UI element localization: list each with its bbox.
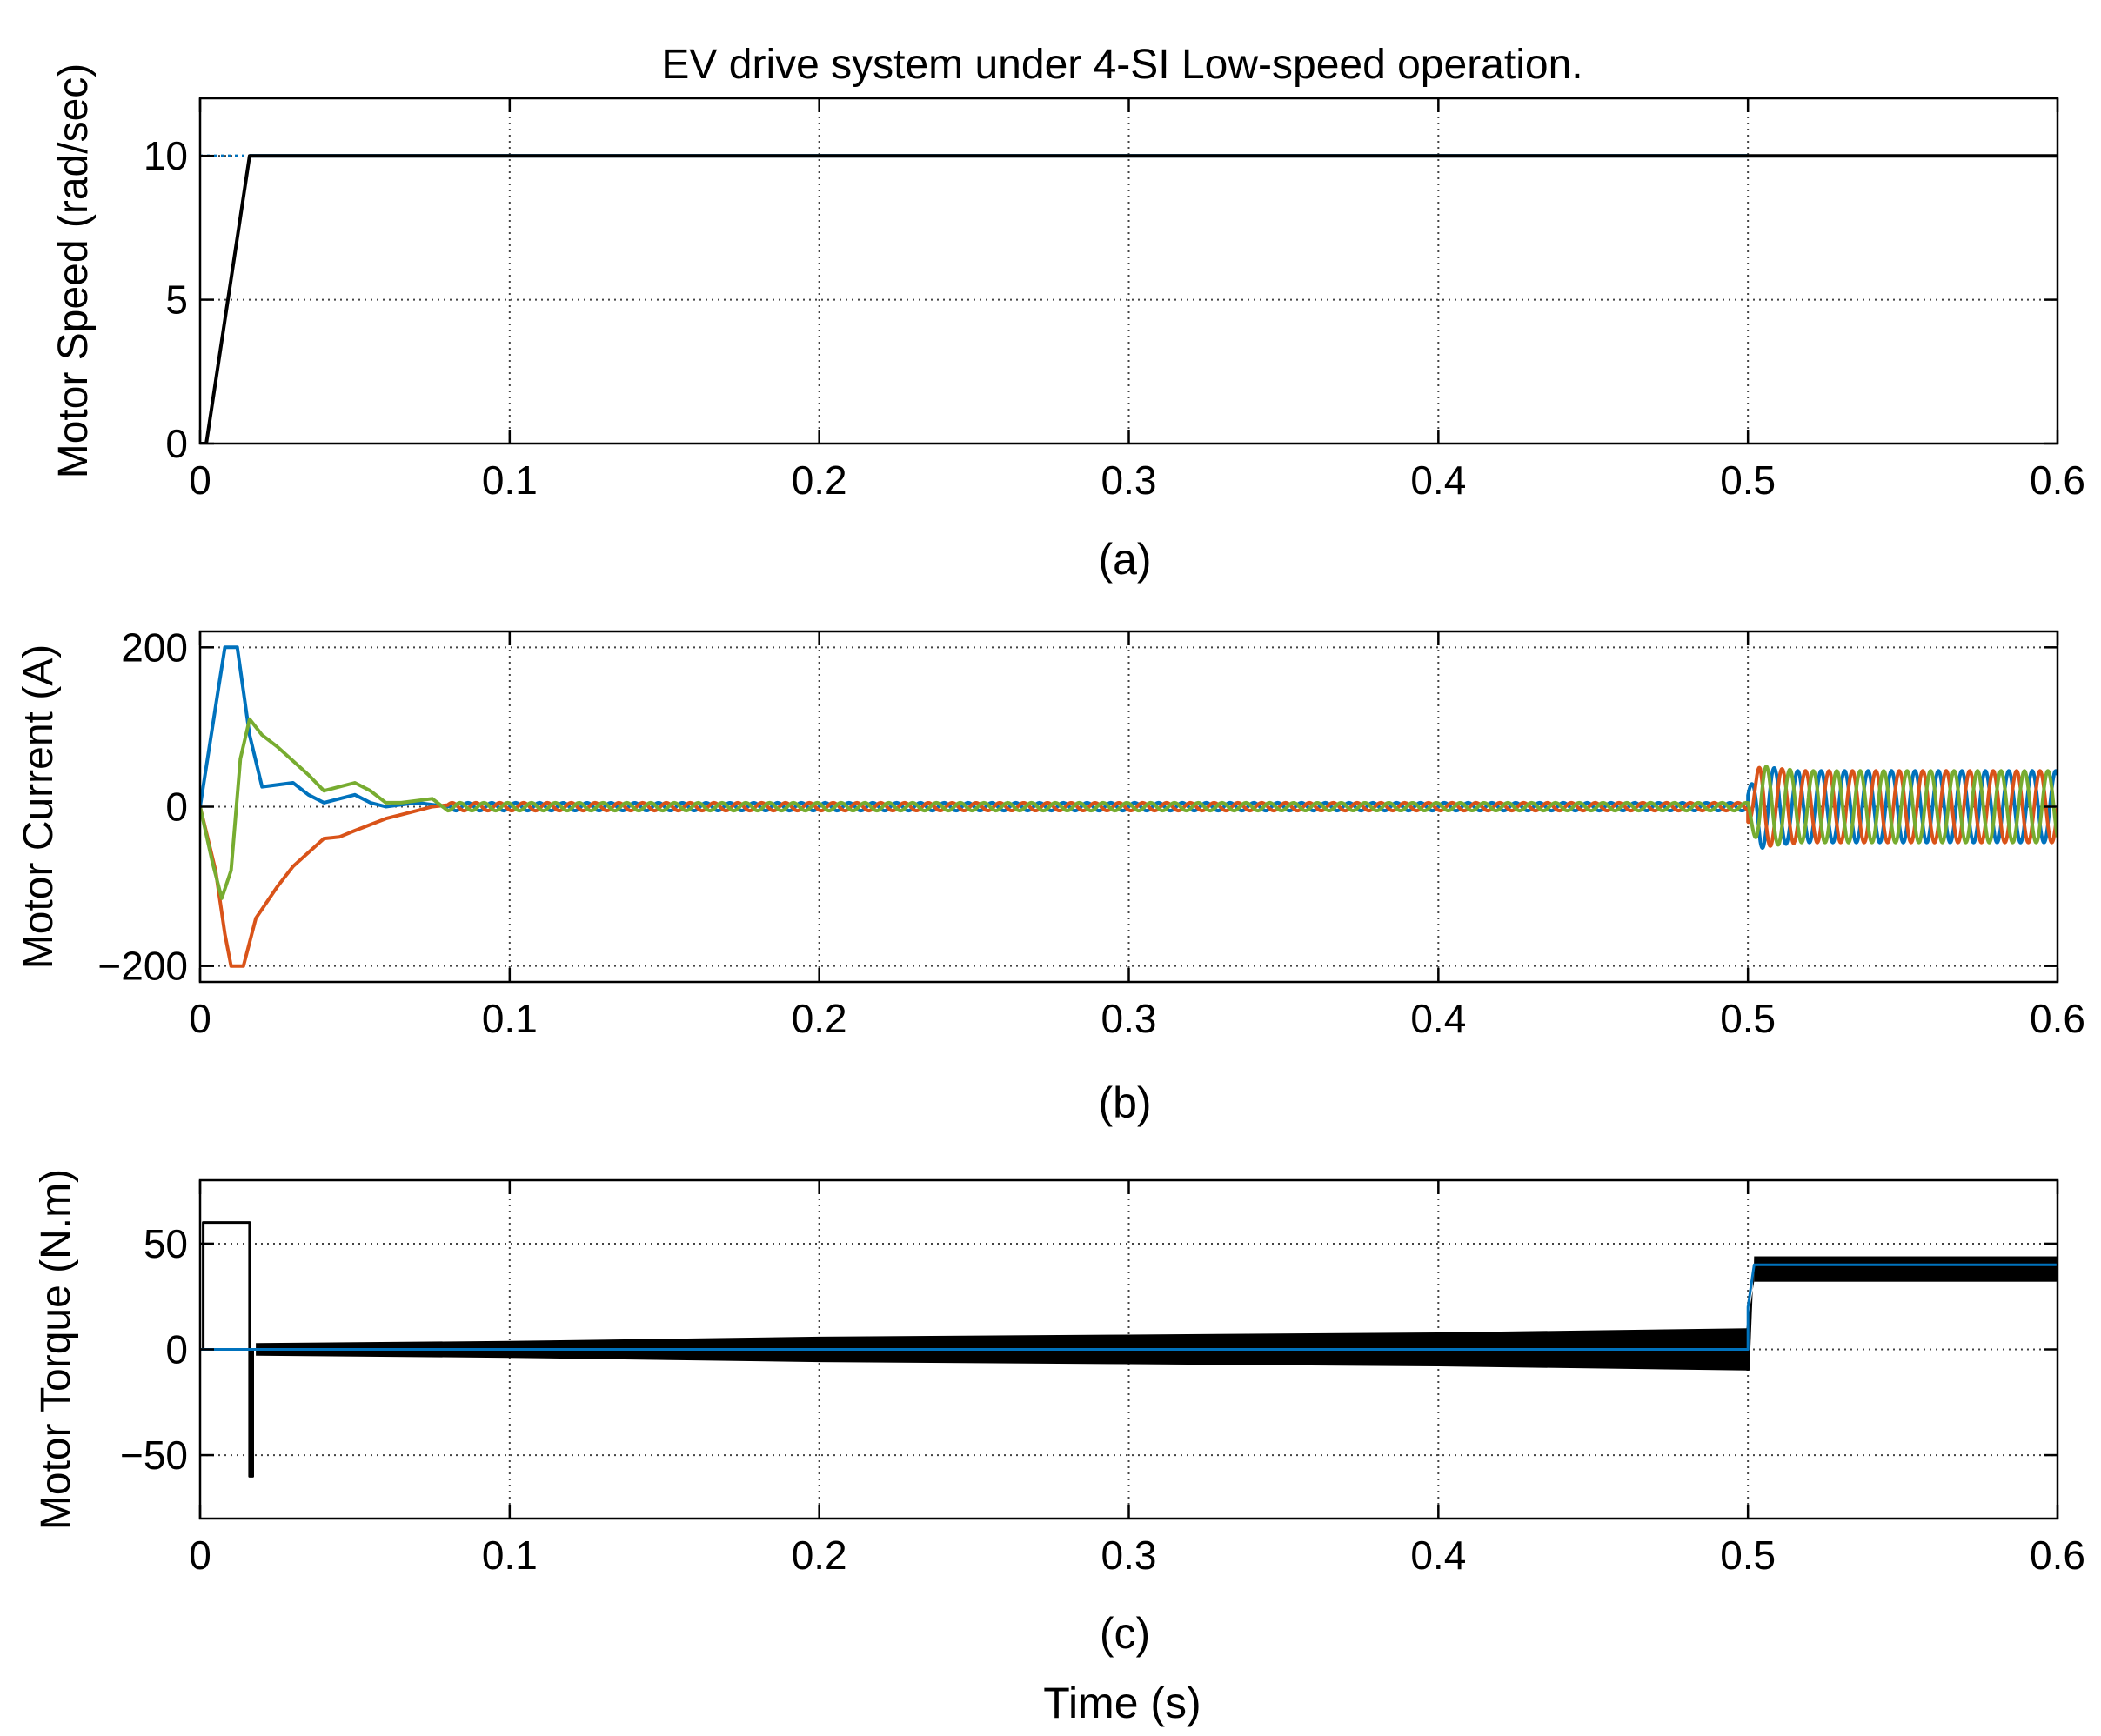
panel-2-xtick-label: 0.1 xyxy=(482,1532,538,1578)
panel-1-xtick-label: 0.3 xyxy=(1101,996,1157,1041)
panel-1-xtick-label: 0 xyxy=(189,996,211,1041)
panel-2-xtick-label: 0.4 xyxy=(1410,1532,1466,1578)
panel-1-xtick-label: 0.5 xyxy=(1720,996,1776,1041)
panel-0-ylabel: Motor Speed (rad/sec) xyxy=(50,63,97,479)
panel-0-xtick-label: 0 xyxy=(189,457,211,503)
torque-reference-line xyxy=(200,1263,2058,1351)
panel-0-xtick-label: 0.6 xyxy=(2030,457,2085,503)
panel-2-ytick-label: −50 xyxy=(120,1432,188,1478)
current-phase-c xyxy=(200,717,2058,900)
panel-2-xtick-label: 0.2 xyxy=(792,1532,847,1578)
x-axis-label: Time (s) xyxy=(1043,1679,1201,1727)
torque-loaded-band xyxy=(1754,1256,2058,1282)
panel-2-xtick-label: 0.5 xyxy=(1720,1532,1776,1578)
panel-0-ytick-label: 5 xyxy=(165,277,188,323)
panel-2-caption: (c) xyxy=(1100,1609,1150,1658)
panel-2-xtick-label: 0.3 xyxy=(1101,1532,1157,1578)
panel-1-ytick-label: −200 xyxy=(97,944,188,989)
panel-2-ylabel: Motor Torque (N.m) xyxy=(33,1169,79,1530)
panel-0-xtick-label: 0.2 xyxy=(792,457,847,503)
panel-1-plot-area xyxy=(200,645,2058,968)
panel-0-ytick-label: 0 xyxy=(165,421,188,466)
panel-motor-torque: 0 0.1 0.2 0.3 0.4 0.5 0.6 −50 0 50 Motor Torque (N… xyxy=(33,1169,2085,1658)
panel-2-xtick-label: 0.6 xyxy=(2030,1532,2085,1578)
panel-motor-speed: 0 0.1 0.2 0.3 0.4 0.5 0.6 0 5 10 Motor Speed (rad/… xyxy=(50,63,2085,584)
panel-1-xtick-label: 0.6 xyxy=(2030,996,2085,1041)
panel-2-xtick-label: 0 xyxy=(189,1532,211,1578)
panel-1-xtick-label: 0.1 xyxy=(482,996,538,1041)
speed-actual-line xyxy=(200,154,2058,444)
panel-0-xtick-label: 0.1 xyxy=(482,457,538,503)
panel-1-ylabel: Motor Current (A) xyxy=(16,644,62,969)
figure-title: EV drive system under 4-SI Low-speed ope… xyxy=(661,42,1582,88)
panel-0-xtick-label: 0.4 xyxy=(1410,457,1466,503)
panel-2-ytick-label: 50 xyxy=(144,1221,188,1266)
panel-2-ytick-label: 0 xyxy=(165,1327,188,1372)
panel-1-caption: (b) xyxy=(1098,1078,1151,1127)
panel-1-xtick-label: 0.2 xyxy=(792,996,847,1041)
panel-1-ytick-label: 200 xyxy=(121,624,188,670)
panel-2-plot-area xyxy=(200,1221,2058,1478)
panel-0-ytick-label: 10 xyxy=(144,133,188,178)
panel-1-ytick-label: 0 xyxy=(165,785,188,830)
panel-0-xtick-label: 0.5 xyxy=(1720,457,1776,503)
panel-0-caption: (a) xyxy=(1098,535,1151,584)
panel-0-xtick-label: 0.3 xyxy=(1101,457,1157,503)
panel-1-xtick-label: 0.4 xyxy=(1410,996,1466,1041)
